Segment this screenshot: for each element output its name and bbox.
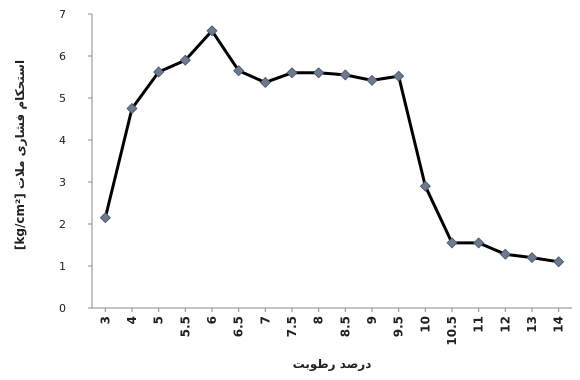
y-tick-label: 3	[59, 176, 66, 189]
data-point-marker	[499, 248, 511, 260]
corner-smudge	[0, 0, 30, 20]
x-tick-label: 3	[98, 316, 112, 324]
x-tick-label: 6.5	[232, 316, 246, 337]
data-point-marker	[99, 212, 111, 224]
y-tick-label: 0	[59, 302, 66, 315]
y-tick-label: 6	[59, 50, 66, 63]
y-tick-label: 5	[59, 92, 66, 105]
x-tick-label: 7	[258, 316, 272, 324]
x-tick-label: 9.5	[392, 316, 406, 337]
data-point-marker	[419, 180, 431, 192]
x-axis-ticks: 3 4 5 5.5 6 6.5 7 7.5 8 8.5 9 9.5 10 10.5 11 12 13 14	[98, 308, 566, 346]
data-point-marker	[206, 25, 218, 37]
y-axis-title: [kg/cm²] استحکام فشاری ملات	[13, 60, 28, 250]
data-point-marker	[366, 74, 378, 86]
x-tick-label: 13	[525, 316, 539, 333]
x-tick-label: 4	[125, 316, 139, 324]
x-axis-title: درصد رطوبت	[293, 357, 372, 372]
x-tick-label: 7.5	[285, 316, 299, 337]
data-point-marker	[153, 66, 165, 78]
data-point-marker	[339, 69, 351, 81]
x-tick-label: 5	[152, 316, 166, 324]
x-tick-label: 9	[365, 316, 379, 324]
x-tick-label: 14	[552, 316, 566, 333]
axes	[91, 14, 572, 309]
x-tick-label: 10.5	[445, 316, 459, 346]
x-tick-label: 8	[312, 316, 326, 324]
data-point-marker	[526, 252, 538, 264]
data-point-marker	[126, 102, 138, 115]
data-point-marker	[259, 76, 271, 89]
y-tick-label: 2	[59, 218, 66, 231]
x-tick-label: 11	[472, 316, 486, 333]
data-point-marker	[393, 70, 405, 82]
y-axis-ticks: 0 1 2 3 4 5 6 7	[59, 8, 92, 315]
x-tick-label: 6	[205, 316, 219, 324]
data-point-marker	[286, 67, 298, 79]
data-point-marker	[179, 54, 191, 66]
y-tick-label: 4	[59, 134, 66, 147]
x-tick-label: 8.5	[338, 316, 352, 337]
data-point-marker	[553, 256, 565, 268]
data-series	[99, 25, 565, 268]
y-tick-label: 1	[59, 260, 66, 273]
data-point-marker	[473, 237, 485, 249]
data-point-marker	[313, 67, 325, 79]
x-tick-label: 10	[418, 316, 432, 333]
x-tick-label: 5.5	[178, 316, 192, 337]
data-point-marker	[446, 237, 458, 249]
y-tick-label: 7	[59, 8, 66, 21]
series-line	[103, 29, 559, 264]
x-tick-label: 12	[498, 316, 512, 333]
data-point-marker	[233, 65, 245, 77]
